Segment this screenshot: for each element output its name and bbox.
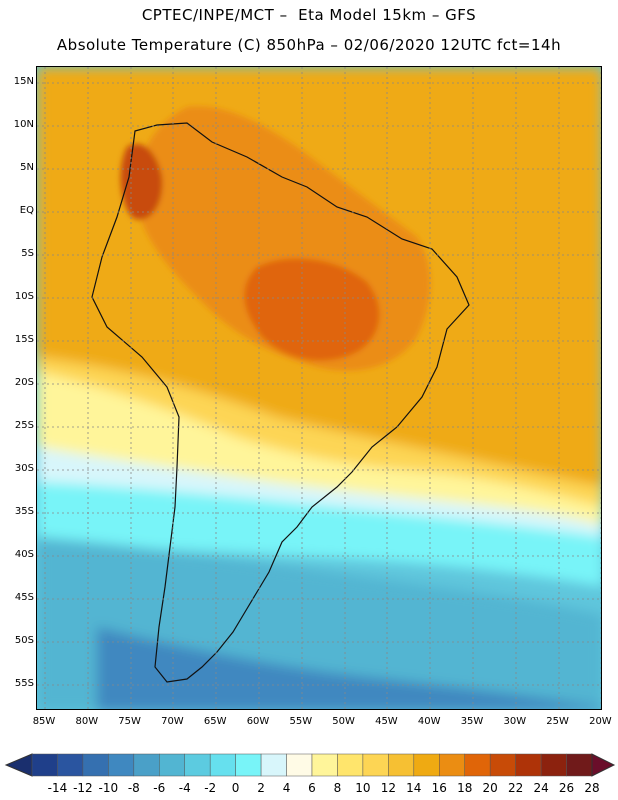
colorbar-swatch — [489, 753, 516, 777]
colorbar-swatch — [260, 753, 287, 777]
lat-label: 25S — [14, 420, 34, 431]
lat-label: 15N — [13, 76, 34, 87]
field-core-hot — [244, 258, 380, 361]
colorbar-tick-label: 10 — [355, 781, 371, 795]
lon-label: 65W — [203, 716, 227, 727]
colorbar-swatch — [413, 753, 440, 777]
colorbar-tick-label: 22 — [507, 781, 524, 795]
colorbar-swatch — [311, 753, 338, 777]
colorbar-tick-label: 16 — [431, 781, 447, 795]
lat-label: 5N — [20, 162, 34, 173]
colorbar-over-arrow — [591, 753, 616, 777]
colorbar-tick-label: 0 — [231, 781, 240, 795]
lat-label: 10S — [14, 291, 34, 302]
colorbar-tick-label: -8 — [127, 781, 140, 795]
lon-label: 35W — [460, 716, 484, 727]
lat-label: 35S — [14, 506, 34, 517]
lat-label: 45S — [14, 592, 34, 603]
colorbar-swatch — [515, 753, 542, 777]
colorbar — [4, 753, 616, 777]
field-band-cyan — [37, 482, 601, 587]
colorbar-tick-label: -4 — [178, 781, 191, 795]
lon-label: 55W — [289, 716, 313, 727]
colorbar-tick-label: -12 — [73, 781, 93, 795]
gridlines — [37, 67, 601, 709]
colorbar-tick-label: 18 — [457, 781, 473, 795]
lon-label: 70W — [161, 716, 184, 727]
lon-label: 45W — [375, 716, 398, 727]
colorbar-swatch — [209, 753, 236, 777]
colorbar-tick-label: 24 — [533, 781, 549, 795]
colorbar-swatch — [337, 753, 364, 777]
colorbar-swatch — [286, 753, 313, 777]
colorbar-tick-label: -6 — [153, 781, 166, 795]
colorbar-swatch — [235, 753, 262, 777]
colorbar-swatch — [57, 753, 84, 777]
lat-label: 15S — [14, 334, 34, 345]
colorbar-swatch — [133, 753, 160, 777]
colorbar-tick-label: 28 — [584, 781, 600, 795]
colorbar-tick-label: 8 — [333, 781, 342, 795]
colorbar-swatch — [439, 753, 465, 777]
colorbar-swatch — [184, 753, 211, 777]
colorbar-tick-label: -2 — [204, 781, 217, 795]
colorbar-swatch — [362, 753, 389, 777]
field-band-light-yellow — [37, 372, 601, 529]
colorbar-swatch — [159, 753, 185, 777]
colorbar-swatch — [31, 753, 58, 777]
lat-label: EQ — [19, 205, 34, 216]
lon-label: 85W — [32, 716, 56, 727]
colorbar-tick-label: 6 — [308, 781, 316, 795]
lat-label: 20S — [14, 377, 34, 388]
temperature-map — [36, 66, 602, 710]
lon-label: 25W — [546, 716, 569, 727]
map-title-line1: CPTEC/INPE/MCT – Eta Model 15km – GFS — [141, 6, 477, 24]
lat-label: 30S — [14, 463, 34, 474]
lon-label: 80W — [75, 716, 99, 727]
lat-label: 40S — [14, 549, 34, 560]
lon-label: 20W — [589, 716, 612, 727]
colorbar-tick-label: 12 — [380, 781, 396, 795]
colorbar-swatch — [108, 753, 135, 777]
lat-label: 10N — [13, 119, 34, 130]
field-band-deep-blue — [97, 627, 601, 709]
lat-label: 5S — [21, 248, 34, 259]
colorbar-swatch — [566, 753, 593, 777]
colorbar-tick-label: 4 — [282, 781, 291, 795]
colorbar-tick-label: 26 — [558, 781, 575, 795]
colorbar-swatch — [82, 753, 109, 777]
lon-label: 30W — [503, 716, 527, 727]
lon-label: 60W — [246, 716, 270, 727]
colorbar-tick-label: -14 — [47, 781, 68, 795]
colorbar-tick-label: 14 — [406, 781, 422, 795]
colorbar-swatch — [388, 753, 415, 777]
lon-label: 75W — [118, 716, 141, 727]
colorbar-swatch — [540, 753, 567, 777]
colorbar-under-arrow — [4, 753, 33, 777]
lon-label: 50W — [332, 716, 355, 727]
lat-label: 50S — [14, 635, 34, 646]
colorbar-swatch — [464, 753, 491, 777]
colorbar-tick-label: -10 — [98, 781, 119, 795]
colorbar-tick-label: 20 — [482, 781, 498, 795]
lat-label: 55S — [14, 678, 34, 689]
lon-label: 40W — [417, 716, 441, 727]
colorbar-tick-label: 2 — [257, 781, 265, 795]
map-title-line2: Absolute Temperature (C) 850hPa – 02/06/… — [56, 36, 562, 54]
temperature-map-svg — [37, 67, 601, 709]
